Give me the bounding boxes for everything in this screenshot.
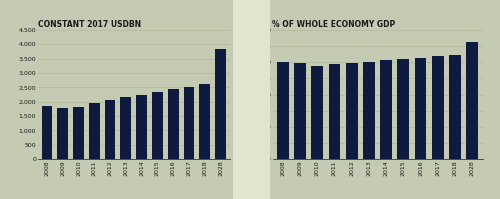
Bar	[449, 55, 461, 159]
Bar	[120, 97, 131, 159]
Bar	[380, 60, 392, 159]
Bar	[104, 100, 116, 159]
Text: % OF WHOLE ECONOMY GDP: % OF WHOLE ECONOMY GDP	[272, 20, 396, 29]
Bar	[346, 63, 358, 159]
Bar	[414, 58, 426, 159]
Bar	[73, 107, 84, 159]
Bar	[136, 95, 147, 159]
Bar	[184, 87, 194, 159]
Bar	[89, 103, 100, 159]
Bar	[42, 106, 52, 159]
Bar	[398, 59, 409, 159]
Bar	[363, 62, 374, 159]
Bar	[466, 42, 478, 159]
Bar	[432, 56, 444, 159]
Bar	[58, 108, 68, 159]
Bar	[328, 64, 340, 159]
Bar	[168, 89, 178, 159]
Bar	[312, 66, 323, 159]
Bar	[200, 84, 210, 159]
Text: CONSTANT 2017 USDBN: CONSTANT 2017 USDBN	[38, 20, 140, 29]
Bar	[215, 49, 226, 159]
Bar	[152, 92, 163, 159]
Bar	[277, 62, 288, 159]
Bar	[294, 63, 306, 159]
